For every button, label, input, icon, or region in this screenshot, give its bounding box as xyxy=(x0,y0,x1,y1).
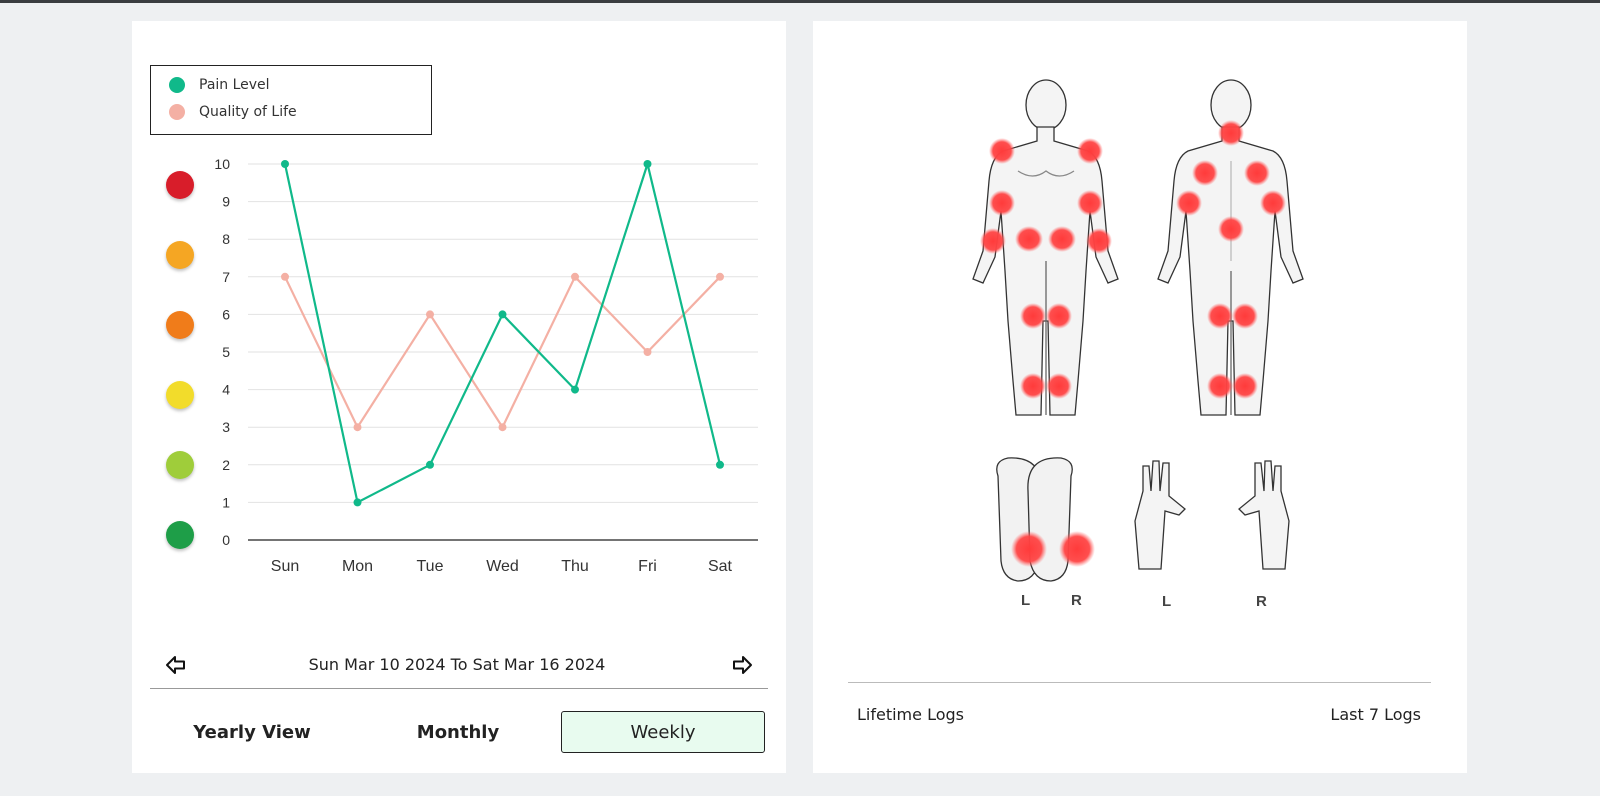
hotspot-front-right-wrist[interactable] xyxy=(980,228,1006,254)
data-point-pain[interactable] xyxy=(643,160,652,168)
hotspot-front-right-hip[interactable] xyxy=(1015,226,1043,252)
x-tick-label: Tue xyxy=(417,558,444,575)
y-tick-label: 7 xyxy=(222,269,230,285)
line-chart: 0 1 2 3 4 5 6 7 8 9 10 Sun Mon Tue Wed Thu Fri Sat xyxy=(214,156,758,575)
arrow-left-icon xyxy=(166,656,185,674)
hotspot-front-right-elbow[interactable] xyxy=(989,190,1015,216)
y-tick-label: 1 xyxy=(222,494,230,510)
y-tick-label: 3 xyxy=(222,419,230,435)
lifetime-logs-link[interactable]: Lifetime Logs xyxy=(857,705,964,724)
x-tick-label: Mon xyxy=(342,558,373,575)
body-map: L R L R xyxy=(972,79,1304,610)
pain-hotspots xyxy=(980,120,1286,567)
data-point-pain[interactable] xyxy=(716,460,724,469)
hotspot-front-left-elbow[interactable] xyxy=(1077,190,1103,216)
hotspot-front-left-knee[interactable] xyxy=(1046,303,1072,329)
hotspot-back-right-shoulder[interactable] xyxy=(1244,160,1270,186)
previous-week-button[interactable] xyxy=(164,653,188,677)
last-logs-link[interactable]: Last 7 Logs xyxy=(1330,705,1421,724)
yearly-view-button[interactable]: Yearly View xyxy=(193,721,311,743)
y-tick-label: 4 xyxy=(222,382,230,398)
hotspot-left-heel[interactable] xyxy=(1011,531,1047,567)
feet-left-label: L xyxy=(1021,592,1030,609)
feet-right-label: R xyxy=(1071,592,1082,609)
x-tick-label: Fri xyxy=(638,558,657,575)
next-week-button[interactable] xyxy=(730,653,754,677)
face-worst-icon xyxy=(166,171,194,199)
chart-legend: Pain Level Quality of Life xyxy=(150,65,432,135)
date-range-label: Sun Mar 10 2024 To Sat Mar 16 2024 xyxy=(308,655,606,674)
hotspot-front-left-shoulder[interactable] xyxy=(1077,138,1103,164)
hotspot-back-left-shoulder[interactable] xyxy=(1192,160,1218,186)
legend-label-pain: Pain Level xyxy=(199,77,270,93)
legend-item-pain: Pain Level xyxy=(169,77,270,93)
series-line-pain xyxy=(283,159,722,505)
face-bad-icon xyxy=(166,311,194,339)
hotspot-back-left-knee[interactable] xyxy=(1207,303,1233,329)
data-point-qol[interactable] xyxy=(498,423,507,432)
data-point-qol[interactable] xyxy=(716,272,724,281)
data-point-qol[interactable] xyxy=(571,272,579,281)
face-very-bad-icon xyxy=(166,241,194,269)
x-tick-label: Wed xyxy=(486,558,519,575)
hotspot-back-lower-back[interactable] xyxy=(1218,216,1244,242)
hotspot-back-right-knee[interactable] xyxy=(1232,303,1258,329)
hotspot-front-left-ankle[interactable] xyxy=(1046,373,1072,399)
hotspot-back-left-ankle[interactable] xyxy=(1207,373,1233,399)
chart-nav-divider xyxy=(150,688,768,689)
chart-card: Pain Level Quality of Life 0 1 2 3 4 5 6 7 8 9 10 S… xyxy=(132,21,786,773)
hands-figure xyxy=(1134,460,1290,570)
face-best-icon xyxy=(166,521,194,549)
hotspot-front-right-shoulder[interactable] xyxy=(989,138,1015,164)
x-tick-label: Sat xyxy=(708,558,733,575)
y-tick-label: 10 xyxy=(214,156,230,172)
y-tick-label: 6 xyxy=(222,306,230,322)
legend-item-qol: Quality of Life xyxy=(169,104,297,120)
hotspot-back-left-elbow[interactable] xyxy=(1176,190,1202,216)
y-tick-label: 2 xyxy=(222,457,230,473)
hotspot-back-right-ankle[interactable] xyxy=(1232,373,1258,399)
y-tick-label: 5 xyxy=(222,344,230,360)
data-point-qol[interactable] xyxy=(643,348,652,356)
face-good-icon xyxy=(166,451,194,479)
hotspot-back-neck[interactable] xyxy=(1218,120,1244,146)
data-point-pain[interactable] xyxy=(426,460,434,469)
hotspot-front-left-hip[interactable] xyxy=(1048,226,1076,252)
legend-label-qol: Quality of Life xyxy=(199,104,297,120)
data-point-pain[interactable] xyxy=(353,498,362,507)
hotspot-front-right-ankle[interactable] xyxy=(1020,373,1046,399)
x-tick-label: Sun xyxy=(271,558,299,575)
data-point-pain[interactable] xyxy=(281,160,289,168)
window-top-bar xyxy=(0,0,1600,3)
data-point-qol[interactable] xyxy=(426,310,434,319)
hands-left-label: L xyxy=(1162,593,1171,610)
arrow-right-icon xyxy=(733,656,752,674)
hotspot-front-left-wrist[interactable] xyxy=(1086,228,1112,254)
hands-right-label: R xyxy=(1256,593,1267,610)
data-point-pain[interactable] xyxy=(498,310,507,319)
weekly-view-button[interactable]: Weekly xyxy=(561,711,765,753)
data-point-qol[interactable] xyxy=(353,423,362,432)
qol-legend-dot xyxy=(169,104,185,120)
y-tick-label: 9 xyxy=(222,194,230,210)
face-neutral-icon xyxy=(166,381,194,409)
data-point-pain[interactable] xyxy=(571,385,579,394)
hotspot-front-right-knee[interactable] xyxy=(1020,303,1046,329)
y-tick-label: 8 xyxy=(222,231,230,247)
hotspot-right-heel[interactable] xyxy=(1059,531,1095,567)
y-tick-label: 0 xyxy=(222,532,230,548)
data-point-qol[interactable] xyxy=(281,272,289,281)
body-map-card: L R L R xyxy=(813,21,1467,773)
x-tick-label: Thu xyxy=(561,558,589,575)
logs-divider xyxy=(848,682,1431,683)
monthly-view-button[interactable]: Monthly xyxy=(416,721,500,743)
pain-legend-dot xyxy=(169,77,185,93)
hotspot-back-right-elbow[interactable] xyxy=(1260,190,1286,216)
